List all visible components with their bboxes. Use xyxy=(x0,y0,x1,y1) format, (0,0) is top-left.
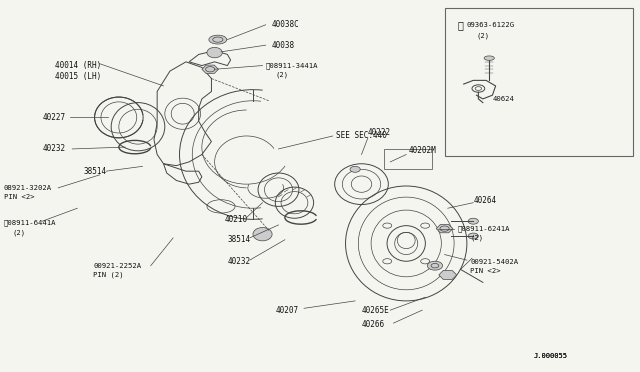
Text: Ⓝ08911-6441A: Ⓝ08911-6441A xyxy=(4,220,56,227)
Text: 40207: 40207 xyxy=(275,306,298,315)
Text: 40264: 40264 xyxy=(473,196,497,205)
Text: 38514: 38514 xyxy=(227,235,250,244)
Text: Ⓢ: Ⓢ xyxy=(458,20,463,30)
Text: 40222: 40222 xyxy=(368,128,391,137)
Text: J.000055: J.000055 xyxy=(534,353,568,359)
Text: 40210: 40210 xyxy=(224,215,247,224)
Ellipse shape xyxy=(253,228,272,241)
Text: 08921-3202A: 08921-3202A xyxy=(4,185,52,191)
Text: 40265E: 40265E xyxy=(362,306,389,315)
Text: 40232: 40232 xyxy=(42,144,65,153)
Text: PIN (2): PIN (2) xyxy=(93,272,124,278)
Polygon shape xyxy=(202,65,218,73)
Text: (2): (2) xyxy=(470,235,483,241)
Text: J.000055: J.000055 xyxy=(534,353,568,359)
Text: 40202M: 40202M xyxy=(408,146,436,155)
Text: 09363-6122G: 09363-6122G xyxy=(467,22,515,28)
Text: 40038C: 40038C xyxy=(272,20,300,29)
Text: PIN <2>: PIN <2> xyxy=(470,268,500,274)
Ellipse shape xyxy=(484,56,494,60)
Text: 40227: 40227 xyxy=(42,113,65,122)
Text: 40266: 40266 xyxy=(362,321,385,330)
Bar xyxy=(445,8,633,156)
Polygon shape xyxy=(439,270,457,279)
Text: 00921-2252A: 00921-2252A xyxy=(93,263,141,269)
Ellipse shape xyxy=(207,47,222,58)
Polygon shape xyxy=(436,224,453,233)
Text: Ⓝ08911-3441A: Ⓝ08911-3441A xyxy=(266,62,318,69)
Text: Ⓝ08911-6241A: Ⓝ08911-6241A xyxy=(458,225,510,232)
Text: 40014 (RH): 40014 (RH) xyxy=(55,61,101,70)
Circle shape xyxy=(468,233,478,239)
Text: 38514: 38514 xyxy=(84,167,107,176)
Ellipse shape xyxy=(350,166,360,172)
Text: SEE SEC.440: SEE SEC.440 xyxy=(336,131,387,141)
Text: 40038: 40038 xyxy=(272,41,295,50)
Ellipse shape xyxy=(428,261,443,270)
Ellipse shape xyxy=(209,35,227,44)
Text: 00921-5402A: 00921-5402A xyxy=(470,259,518,265)
Text: (2): (2) xyxy=(12,229,26,235)
Text: (2): (2) xyxy=(275,71,289,78)
Circle shape xyxy=(468,218,478,224)
Text: 40624: 40624 xyxy=(492,96,515,102)
Text: PIN <2>: PIN <2> xyxy=(4,194,35,200)
Text: (2): (2) xyxy=(476,33,490,39)
Text: 40015 (LH): 40015 (LH) xyxy=(55,72,101,81)
Text: 40232: 40232 xyxy=(227,257,250,266)
